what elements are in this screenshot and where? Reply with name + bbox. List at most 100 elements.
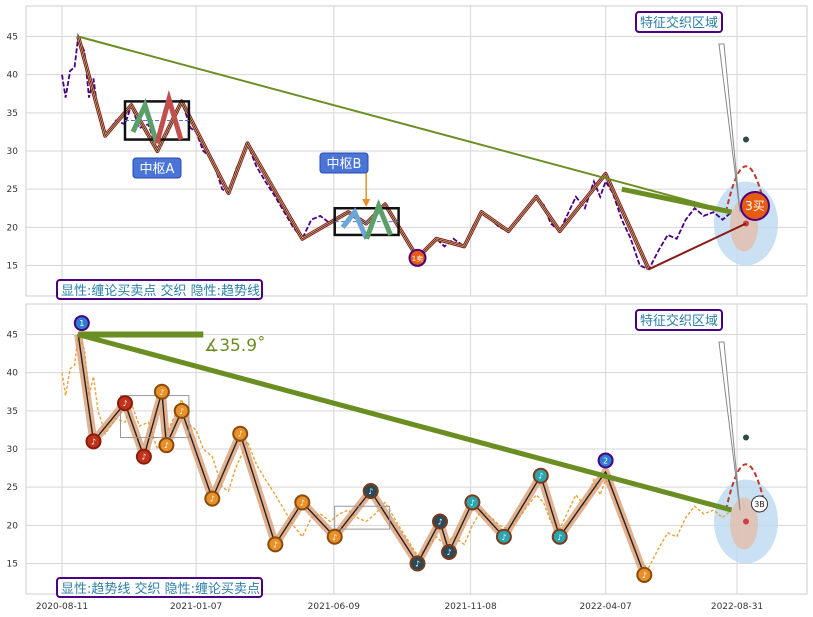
zhongshu-pen (364, 199, 393, 240)
y-tick-label: 45 (7, 331, 18, 341)
y-tick-label: 15 (7, 261, 18, 271)
y-tick-label: 15 (7, 559, 18, 569)
x-tick-label: 2021-01-07 (170, 602, 222, 612)
signal-note-marker (362, 482, 379, 499)
x-tick-label: 2021-06-09 (308, 602, 361, 612)
cross-area-center (743, 518, 749, 525)
top-annotation-box (635, 11, 723, 33)
signal-note-glyph: ♪ (415, 559, 420, 568)
annotation-pointer (718, 341, 741, 511)
signal-note-glyph: ♪ (159, 388, 164, 397)
signal-note-glyph: ♪ (273, 540, 278, 549)
trend-line (77, 35, 732, 214)
y-tick-label: 35 (7, 407, 18, 417)
signal-note-marker (409, 555, 426, 572)
signal-note-marker (135, 448, 152, 465)
signal-note-marker (636, 566, 653, 583)
bottom-annotation: 特征交织区域 (635, 309, 723, 331)
signal-note-glyph: ♪ (332, 533, 337, 542)
top-grid (26, 6, 807, 296)
point-marker (597, 452, 614, 469)
y-tick-label: 25 (7, 185, 18, 195)
zhongshu-b-pointer-head (362, 199, 371, 207)
x-tick-label: 2020-08-11 (36, 602, 88, 612)
zhongshu-pen (130, 98, 160, 145)
y-tick-label: 45 (7, 33, 18, 43)
point-marker-label: 1 (79, 319, 84, 328)
buy-marker (751, 495, 768, 513)
signal-note-marker (326, 528, 343, 545)
stroke-line (77, 334, 645, 576)
sell-marker-label: 1卖 (412, 255, 423, 263)
buy-marker-label: 3B (754, 500, 765, 509)
signal-note-marker (85, 433, 102, 450)
zhongshu-a-label-text: 中枢A (140, 162, 175, 177)
y-tick-label: 40 (7, 369, 19, 379)
y-tick-label: 20 (7, 521, 19, 531)
top-annotation-text: 特征交织区域 (640, 15, 718, 31)
signal-note-marker (551, 528, 568, 545)
top-legend: 显性:缠论买卖点 交织 隐性:趋势线 (56, 279, 263, 300)
bottom-legend-text: 显性:趋势线 交织 隐性:缠论买卖点 (61, 581, 260, 597)
top-series-group: 1卖 3买 (61, 32, 770, 271)
buy-marker (740, 190, 770, 221)
x-tick-label: 2022-04-07 (579, 602, 631, 612)
x-tick-labels: 2020-08-11 2021-01-07 2021-06-09 2021-11-08… (36, 602, 763, 612)
bottom-annotation-text: 特征交织区域 (640, 313, 718, 329)
y-tick-label: 40 (7, 71, 19, 81)
signal-note-marker (441, 544, 457, 561)
top-annotation: 特征交织区域 (635, 11, 723, 33)
signal-note-glyph: ♪ (642, 571, 647, 580)
signal-note-marker (464, 494, 481, 511)
cross-area-peak (743, 136, 749, 143)
y-tick-label: 25 (7, 483, 18, 493)
cross-area-peak (743, 434, 749, 441)
y-tick-label: 30 (7, 147, 19, 157)
bottom-legend-box (56, 577, 263, 598)
signal-note-glyph: ♪ (122, 399, 127, 408)
top-y-tick-labels: 15 20 25 30 35 40 45 (7, 33, 19, 272)
signal-note-glyph: ♪ (538, 472, 543, 481)
zhongshu-box (334, 505, 391, 530)
zhongshu-pen (340, 207, 369, 240)
signal-note-glyph: ♪ (300, 498, 305, 507)
signal-note-marker (232, 425, 249, 442)
signal-note-glyph: ♪ (446, 548, 451, 557)
signal-note-glyph: ♪ (179, 407, 184, 416)
annotation-pointer (718, 43, 741, 213)
buy-marker-label: 3买 (745, 199, 765, 213)
x-tick-label: 2021-11-08 (444, 602, 497, 612)
trend-line (648, 222, 747, 271)
signal-note-glyph: ♪ (557, 533, 562, 542)
signal-note-glyph: ♪ (501, 533, 506, 542)
signal-note-marker (294, 494, 311, 511)
signal-note-glyph: ♪ (238, 430, 243, 439)
zhongshu-a-label: 中枢A (132, 157, 182, 179)
signal-note-glyph: ♪ (91, 437, 96, 446)
bottom-y-tick-labels: 15 20 25 30 35 40 45 (7, 331, 19, 570)
y-tick-label: 20 (7, 223, 19, 233)
bottom-annotation-box (635, 309, 723, 331)
top-legend-box (56, 279, 263, 300)
cross-area-bell (725, 463, 767, 511)
signal-note-glyph: ♪ (368, 487, 373, 496)
y-tick-label: 35 (7, 109, 18, 119)
signal-note-marker (173, 402, 190, 419)
signal-note-glyph: ♪ (210, 495, 215, 504)
cross-area-bell (725, 165, 767, 213)
top-legend-text: 显性:缠论买卖点 交织 隐性:趋势线 (61, 283, 260, 299)
zhongshu-b-label: 中枢B (319, 152, 369, 174)
signal-note-marker (432, 513, 448, 530)
signal-note-marker (117, 395, 133, 412)
signal-note-marker (153, 383, 170, 400)
signal-note-glyph: ♪ (437, 518, 442, 527)
point-marker-label: 2 (603, 456, 608, 465)
signal-note-marker (532, 467, 549, 484)
zhongshu-pen (154, 89, 184, 145)
trend-line (77, 332, 733, 513)
bottom-legend: 显性:趋势线 交织 隐性:缠论买卖点 (56, 577, 263, 598)
signal-note-glyph: ♪ (141, 453, 146, 462)
y-tick-label: 30 (7, 445, 19, 455)
signal-note-marker (495, 528, 512, 545)
